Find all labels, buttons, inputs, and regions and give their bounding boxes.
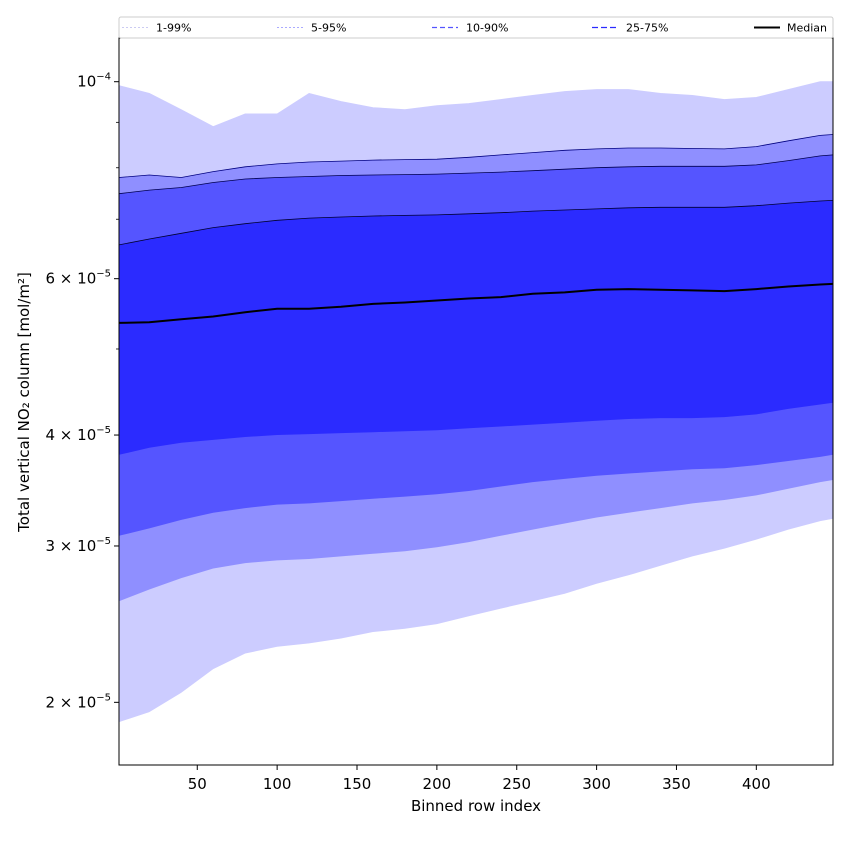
band-upper-line-25-75% xyxy=(118,200,834,246)
legend-frame xyxy=(118,16,834,39)
legend-label-1-99%: 1-99% xyxy=(156,22,191,35)
band-upper-line-1-99% xyxy=(118,81,833,128)
legend-label-Median: Median xyxy=(787,22,827,35)
y-axis: 2 × 10−5 3 × 10−5 4 × 10−5 6 × 10−5 10−4 xyxy=(46,72,119,711)
y-tick-label: 4 × 10−5 xyxy=(46,425,112,444)
y-axis-label: Total vertical NO₂ column [mol/m²] xyxy=(15,272,33,533)
x-tick-label: 250 xyxy=(502,775,531,793)
y-tick-label: 10−4 xyxy=(77,72,111,91)
band-upper-line-5-95% xyxy=(118,134,834,178)
x-tick-label: 300 xyxy=(582,775,611,793)
x-tick-label: 200 xyxy=(423,775,452,793)
band-upper-line-10-90% xyxy=(118,154,834,195)
median-line xyxy=(118,282,834,324)
x-tick-label: 150 xyxy=(343,775,372,793)
median-layer xyxy=(118,282,834,324)
x-tick-label: 50 xyxy=(188,775,207,793)
band-25-75% xyxy=(119,200,833,455)
x-axis-label: Binned row index xyxy=(411,797,541,815)
y-tick-label: 3 × 10−5 xyxy=(46,536,112,555)
bands-layer xyxy=(118,81,834,723)
legend-label-25-75%: 25-75% xyxy=(626,22,668,35)
x-tick-label: 100 xyxy=(263,775,292,793)
legend-label-10-90%: 10-90% xyxy=(466,22,508,35)
y-tick-label: 6 × 10−5 xyxy=(46,269,112,288)
legend: 1-99% 5-95% 10-90% 25-75% Median xyxy=(118,16,834,39)
x-axis: 50 100 150 200 250 300 350 400 xyxy=(188,765,771,793)
x-tick-label: 400 xyxy=(742,775,771,793)
y-tick-label: 2 × 10−5 xyxy=(46,692,112,711)
legend-label-5-95%: 5-95% xyxy=(311,22,346,35)
x-tick-label: 350 xyxy=(662,775,691,793)
